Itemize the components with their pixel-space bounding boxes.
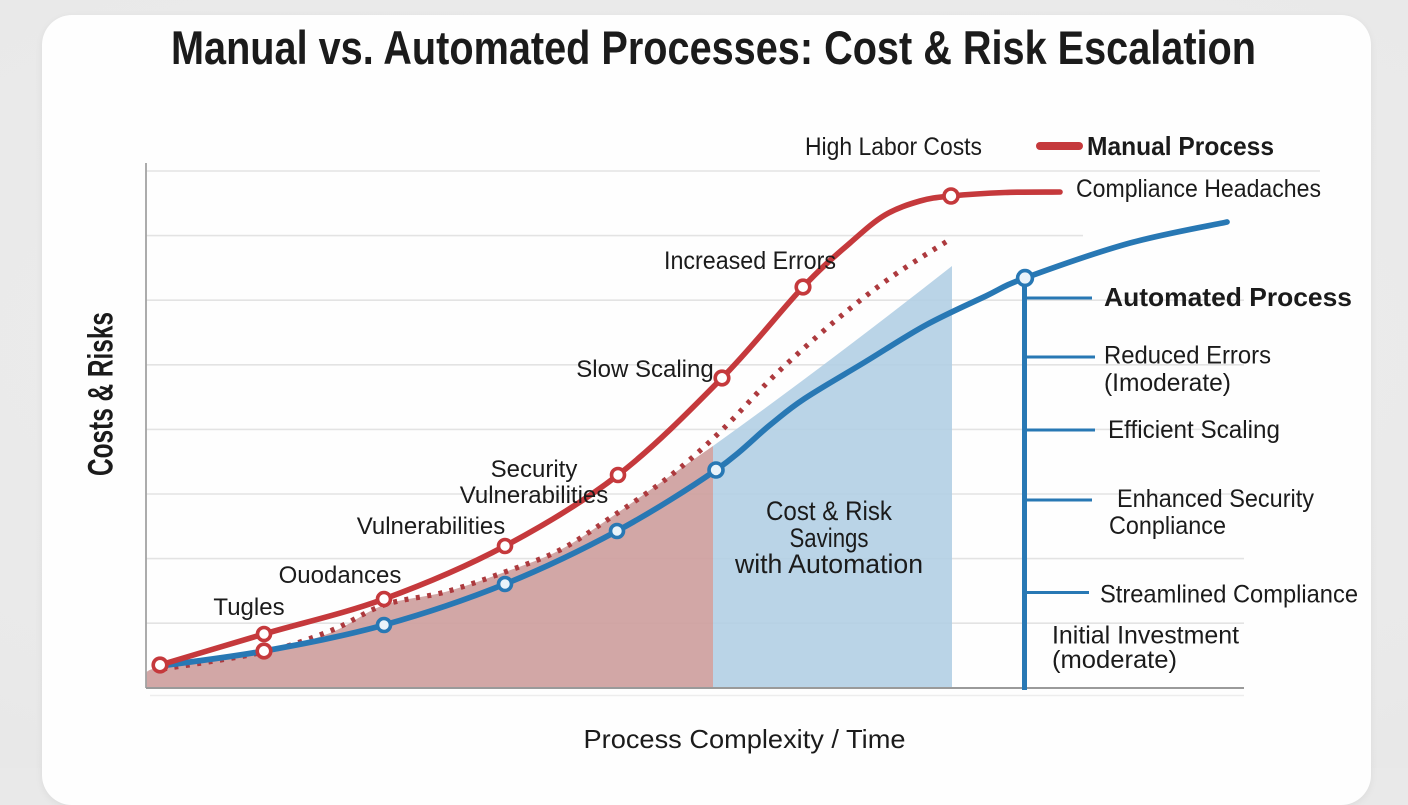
svg-text:Costs & Risks: Costs & Risks [81, 312, 120, 476]
svg-text:Streamlined Compliance: Streamlined Compliance [1100, 581, 1358, 609]
svg-text:Manual Process: Manual Process [1087, 131, 1274, 161]
svg-text:Initial Investment: Initial Investment [1052, 622, 1239, 650]
svg-text:Efficient Scaling: Efficient Scaling [1108, 416, 1280, 444]
svg-text:Process Complexity / Time: Process Complexity / Time [584, 724, 906, 754]
svg-text:Vulnerabilities: Vulnerabilities [357, 513, 506, 540]
svg-text:with Automation: with Automation [734, 549, 923, 579]
svg-text:Savings: Savings [790, 523, 869, 553]
svg-text:Conpliance: Conpliance [1109, 512, 1226, 540]
svg-text:Cost & Risk: Cost & Risk [766, 496, 892, 526]
svg-text:(Imoderate): (Imoderate) [1104, 369, 1231, 397]
svg-text:Security: Security [491, 456, 578, 483]
svg-text:Compliance Headaches: Compliance Headaches [1076, 175, 1321, 203]
svg-text:Automated Process: Automated Process [1104, 282, 1352, 312]
svg-text:Vulnerabilities: Vulnerabilities [460, 482, 609, 509]
svg-text:(moderate): (moderate) [1052, 646, 1177, 674]
svg-text:Reduced Errors: Reduced Errors [1104, 342, 1271, 370]
svg-text:Enhanced Security: Enhanced Security [1117, 485, 1314, 513]
svg-text:Increased Errors: Increased Errors [664, 247, 836, 275]
svg-text:Manual vs. Automated Processes: Manual vs. Automated Processes: Cost & R… [171, 21, 1256, 74]
svg-text:Tugles: Tugles [213, 594, 284, 621]
svg-text:Ouodances: Ouodances [279, 562, 402, 589]
svg-text:Slow Scaling: Slow Scaling [576, 356, 713, 383]
svg-text:High Labor Costs: High Labor Costs [805, 133, 982, 161]
